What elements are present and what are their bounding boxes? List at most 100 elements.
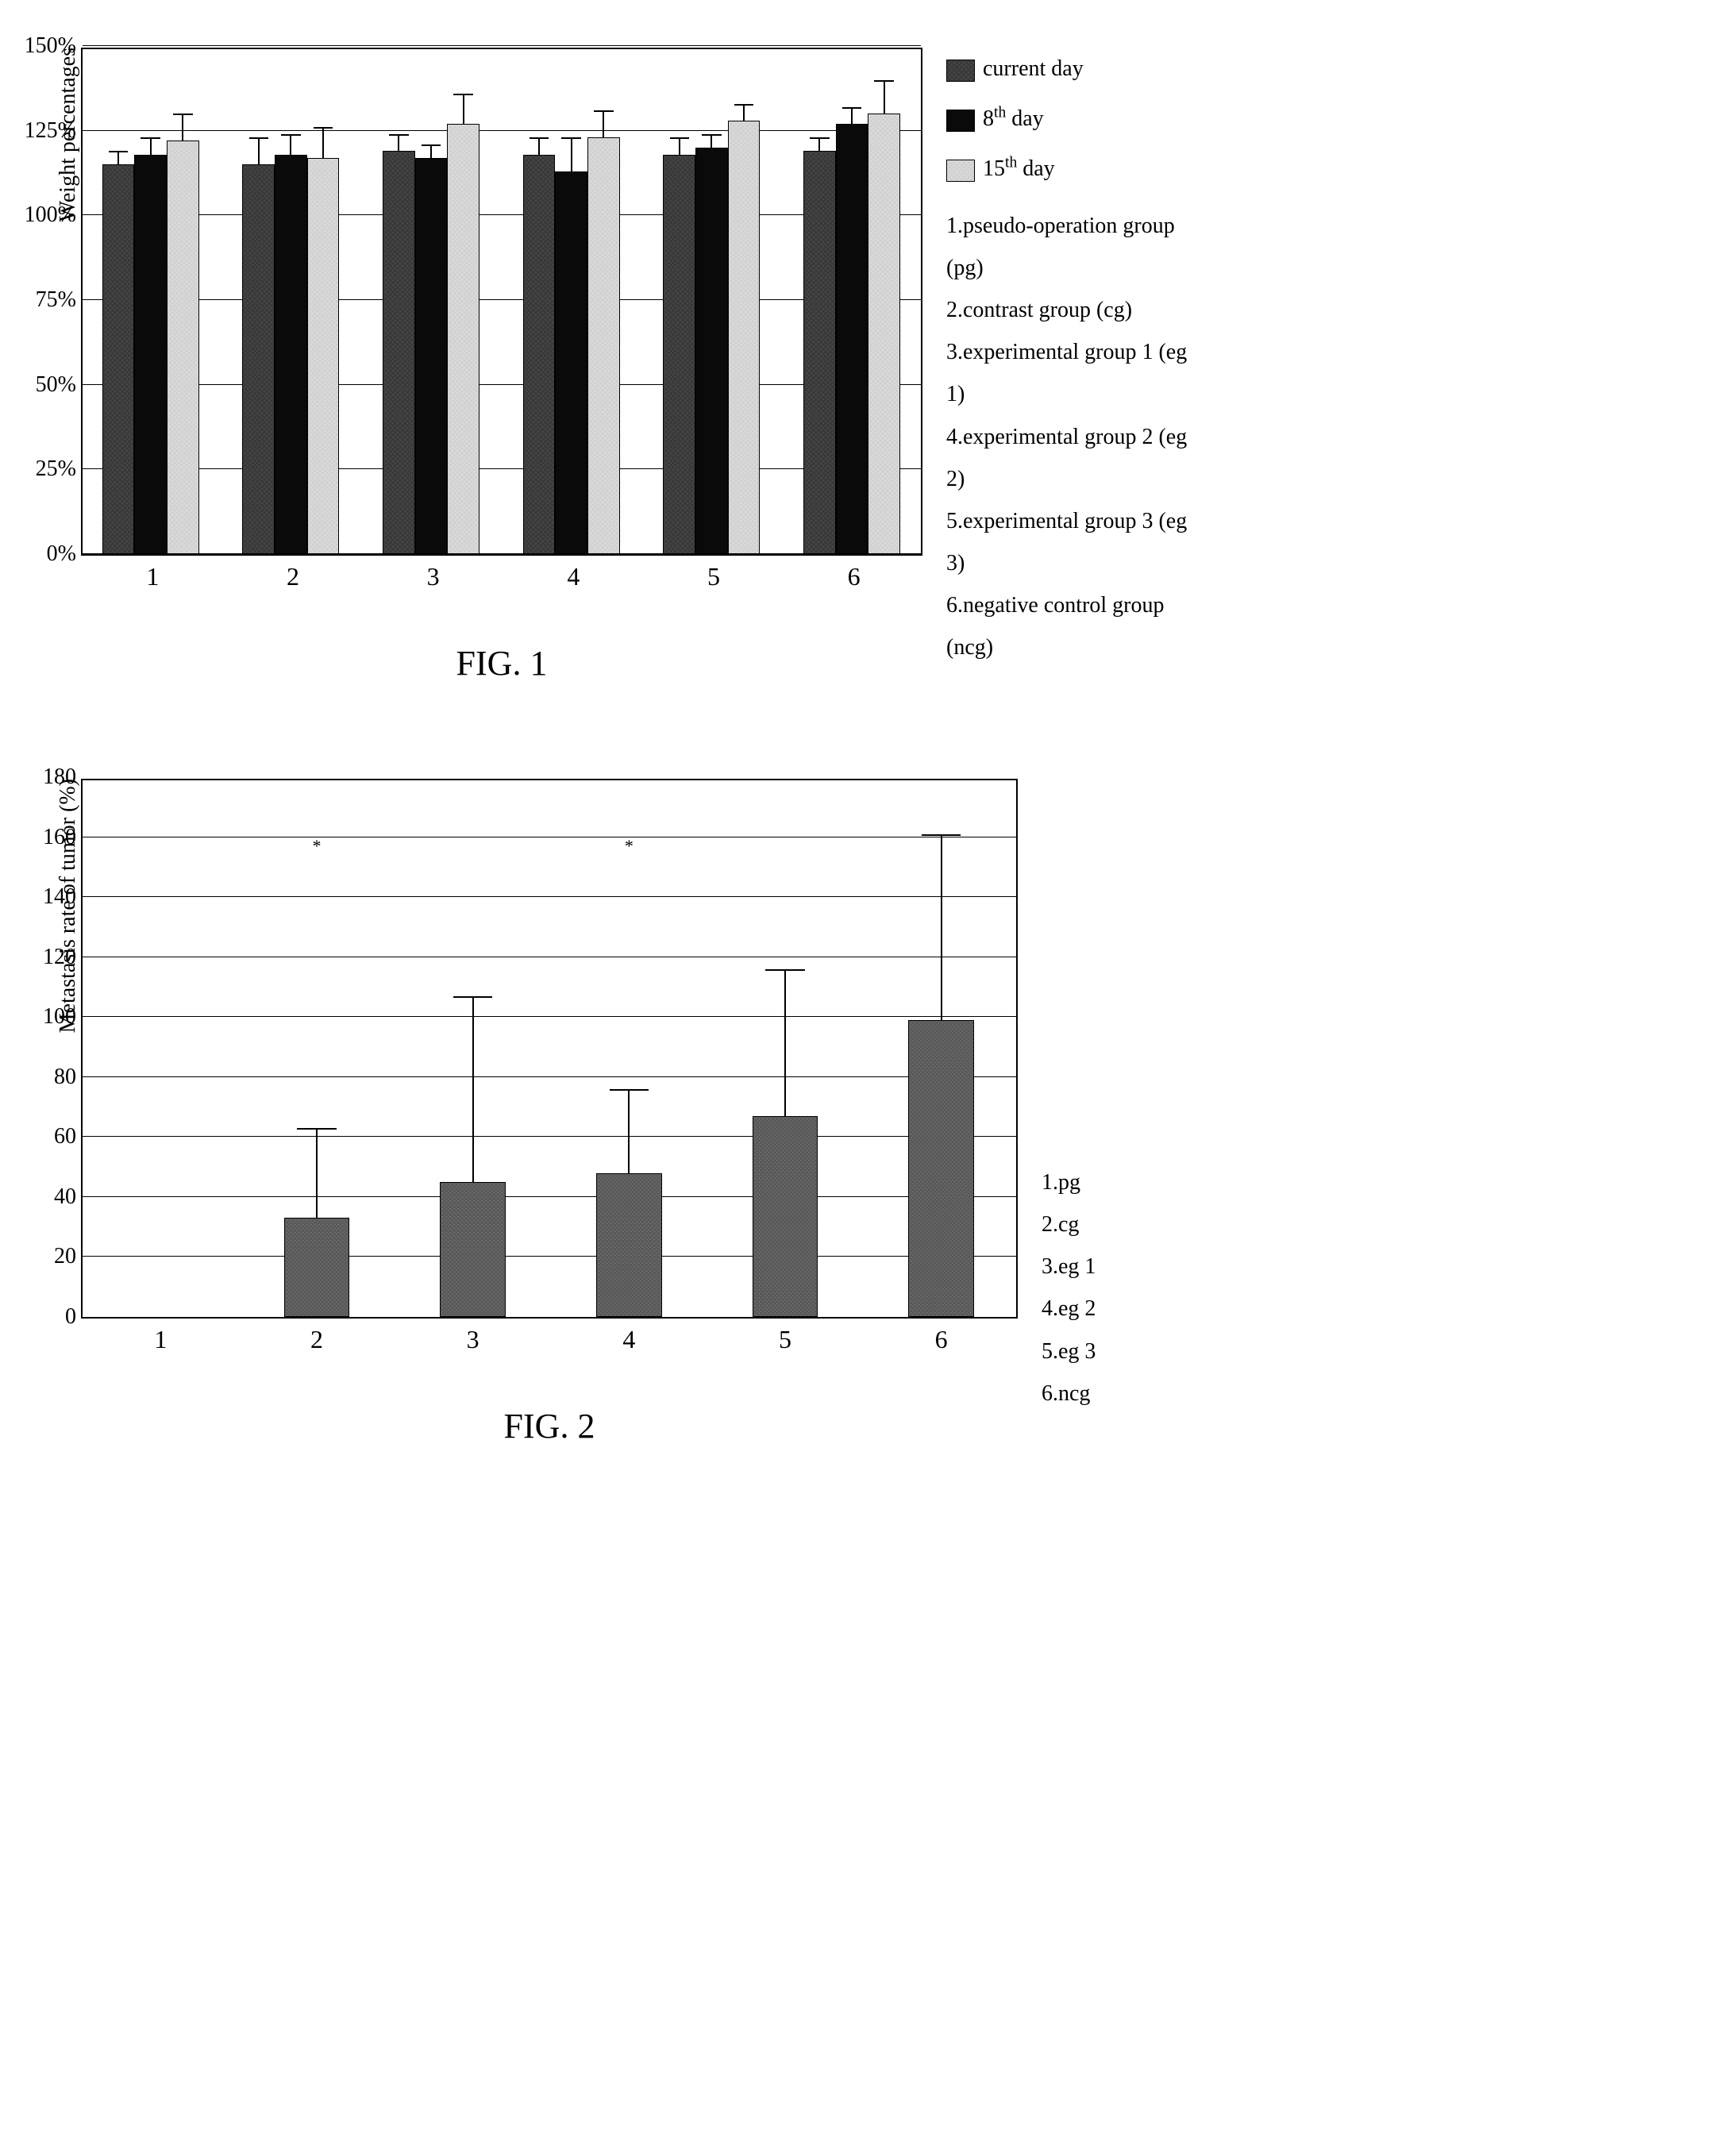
gridline <box>83 384 921 385</box>
legend-entry: 2) <box>946 458 1187 500</box>
figure-2: Metastasis rate of tumor (%) 02040608010… <box>48 779 1685 1446</box>
fig1-caption: FIG. 1 <box>456 643 548 683</box>
ytick: 140 <box>43 884 83 910</box>
bar <box>663 155 695 554</box>
gridline <box>83 1256 1016 1257</box>
gridline <box>83 45 921 46</box>
legend-entry: 4.experimental group 2 (eg <box>946 416 1187 458</box>
ytick: 160 <box>43 825 83 850</box>
error-bar <box>249 137 268 164</box>
fig1-legend: current day 8th day 15th day 1.pseudo-oper… <box>922 48 1187 669</box>
gridline <box>83 130 921 131</box>
bar <box>803 151 836 554</box>
bar <box>836 124 868 554</box>
ytick: 125% <box>25 118 83 144</box>
bar <box>555 171 587 554</box>
xtick: 5 <box>707 554 720 591</box>
ytick: 150% <box>25 33 83 59</box>
legend-entry: 3.experimental group 1 (eg <box>946 331 1187 373</box>
error-bar <box>109 151 128 164</box>
legend-entry: 3.eg 1 <box>1042 1245 1096 1288</box>
error-bar <box>141 137 160 154</box>
error-bar <box>561 137 580 171</box>
bar <box>284 1218 350 1317</box>
error-bar <box>281 134 300 155</box>
legend-item: current day <box>946 48 1187 90</box>
ytick: 100% <box>25 202 83 228</box>
error-bar <box>594 110 613 137</box>
error-bar <box>734 104 753 121</box>
xtick: 1 <box>154 1317 167 1354</box>
bar <box>868 114 900 554</box>
error-bar <box>810 137 829 151</box>
ytick: 20 <box>54 1244 83 1269</box>
gridline <box>83 214 921 215</box>
legend-entry: 2.contrast group (cg) <box>946 289 1187 331</box>
fig2-caption: FIG. 2 <box>504 1406 595 1446</box>
legend-entry: 5.experimental group 3 (eg <box>946 500 1187 542</box>
gridline <box>83 1016 1016 1017</box>
legend-entry: 6.ncg <box>1042 1373 1096 1415</box>
fig1-chart: 0%25%50%75%100%125%150%123456 <box>81 48 922 556</box>
xtick: 2 <box>287 554 299 591</box>
bar <box>383 151 415 554</box>
legend-entry: 1.pseudo-operation group <box>946 205 1187 247</box>
fig2-legend: 1.pg2.cg3.eg 14.eg 25.eg 36.ncg <box>1018 1161 1096 1446</box>
xtick: 4 <box>622 1317 635 1354</box>
bar <box>695 148 728 554</box>
error-bar <box>922 834 961 1020</box>
legend-entry: 4.eg 2 <box>1042 1288 1096 1330</box>
ytick: 0% <box>47 541 83 567</box>
bar <box>167 141 199 554</box>
legend-entry: 1) <box>946 373 1187 415</box>
legend-entry: (ncg) <box>946 626 1187 668</box>
legend-entry: 3) <box>946 542 1187 584</box>
ytick: 25% <box>36 456 83 482</box>
gridline <box>83 1136 1016 1137</box>
significance-marker: * <box>313 836 322 857</box>
bar <box>415 158 448 554</box>
bar <box>908 1020 974 1317</box>
bar <box>307 158 340 554</box>
gridline <box>83 299 921 300</box>
error-bar <box>453 94 472 124</box>
gridline <box>83 553 921 554</box>
bar <box>275 155 307 554</box>
ytick: 50% <box>36 372 83 398</box>
error-bar <box>610 1089 649 1173</box>
significance-marker: * <box>625 836 634 857</box>
ytick: 120 <box>43 945 83 970</box>
legend-entry: 5.eg 3 <box>1042 1330 1096 1373</box>
legend-entry: 6.negative control group <box>946 584 1187 626</box>
ytick: 80 <box>54 1065 83 1090</box>
xtick: 3 <box>427 554 440 591</box>
error-bar <box>389 134 408 151</box>
error-bar <box>314 127 333 157</box>
error-bar <box>422 144 441 158</box>
error-bar <box>702 134 721 148</box>
xtick: 1 <box>146 554 159 591</box>
legend-item: 8th day <box>946 98 1187 140</box>
ytick: 75% <box>36 287 83 313</box>
ytick: 180 <box>43 764 83 790</box>
xtick: 3 <box>467 1317 479 1354</box>
legend-entry: (pg) <box>946 247 1187 289</box>
gridline <box>83 1196 1016 1197</box>
error-bar <box>297 1128 337 1218</box>
xtick: 5 <box>779 1317 791 1354</box>
xtick: 6 <box>848 554 861 591</box>
bar <box>102 164 135 554</box>
error-bar <box>842 107 861 124</box>
bar <box>587 137 620 554</box>
bar <box>728 121 761 554</box>
ytick: 60 <box>54 1124 83 1149</box>
bar <box>753 1116 818 1317</box>
bar <box>447 124 479 554</box>
ytick: 40 <box>54 1184 83 1210</box>
xtick: 6 <box>935 1317 948 1354</box>
legend-item: 15th day <box>946 148 1187 190</box>
figure-1: Weight percentages 0%25%50%75%100%125%15… <box>48 48 1685 683</box>
gridline <box>83 468 921 469</box>
xtick: 2 <box>310 1317 323 1354</box>
bar <box>523 155 556 554</box>
